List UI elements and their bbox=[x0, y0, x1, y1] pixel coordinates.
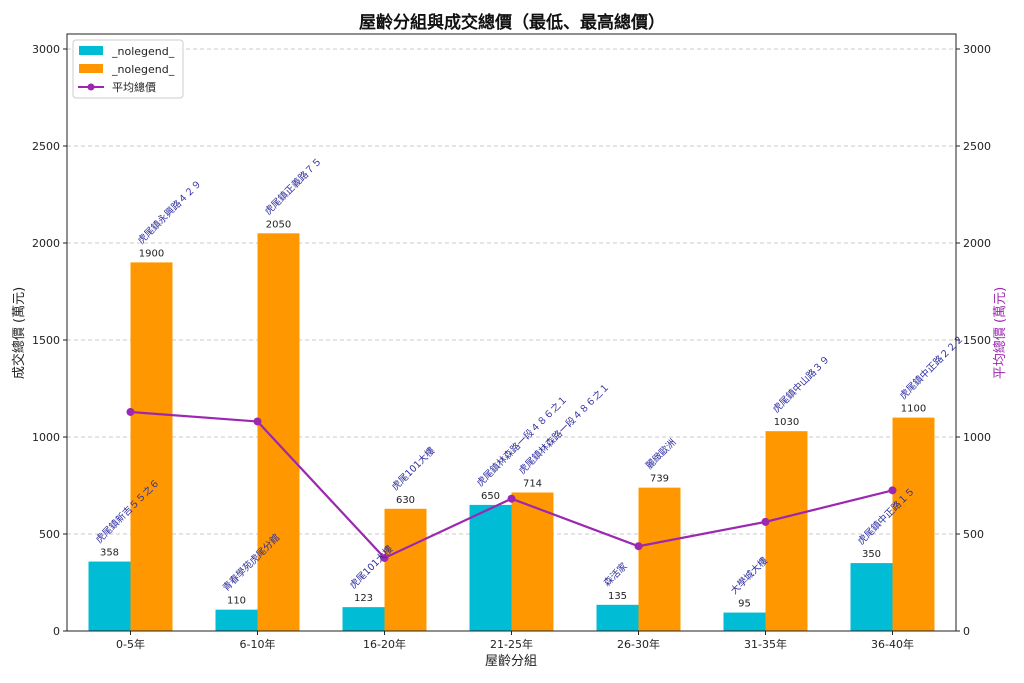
y-axis-right: 0 500 1000 1500 2000 2500 3000 bbox=[956, 43, 991, 638]
bar bbox=[723, 612, 766, 631]
bar bbox=[469, 504, 512, 631]
x-tick-label: 31-35年 bbox=[744, 637, 787, 651]
bar-annotation: 虎尾鎮中山路３９ bbox=[770, 353, 832, 415]
bar bbox=[88, 561, 131, 631]
x-tick-label: 6-10年 bbox=[240, 637, 276, 651]
legend-item-2: _nolegend_ bbox=[111, 63, 175, 76]
y-tick-right: 3000 bbox=[963, 43, 991, 56]
gridlines bbox=[67, 48, 956, 535]
bar-annotation: 森活家 bbox=[601, 560, 630, 589]
x-tick-label: 26-30年 bbox=[617, 637, 660, 651]
bar-annotation: 麗緻歐洲 bbox=[643, 436, 678, 471]
y-tick-right: 2500 bbox=[963, 140, 991, 153]
bar-value-label: 350 bbox=[862, 549, 881, 560]
x-tick-label: 0-5年 bbox=[116, 637, 145, 651]
bar bbox=[892, 417, 935, 631]
bar bbox=[511, 492, 554, 631]
bar-value-label: 135 bbox=[608, 591, 627, 602]
bar-annotation: 大學城大樓 bbox=[728, 554, 770, 596]
bar-value-label: 630 bbox=[396, 495, 415, 506]
line-marker bbox=[126, 407, 135, 416]
legend-swatch-cyan bbox=[79, 46, 103, 55]
bar-annotation: 虎尾鎮正義路７５ bbox=[262, 155, 324, 217]
line-marker bbox=[253, 417, 262, 426]
x-axis: 0-5年 6-10年 16-20年 21-25年 26-30年 31-35年 36-40年 bbox=[116, 631, 914, 651]
legend-swatch-orange bbox=[79, 64, 103, 73]
line-marker bbox=[380, 553, 389, 562]
bar-value-label: 95 bbox=[738, 599, 751, 610]
bar-value-label: 714 bbox=[523, 478, 542, 489]
bar bbox=[215, 609, 258, 631]
y-tick-right: 2000 bbox=[963, 237, 991, 250]
legend-item-3: 平均總價 bbox=[112, 80, 156, 94]
bar bbox=[257, 233, 300, 632]
bar bbox=[850, 563, 893, 631]
line-marker bbox=[888, 486, 897, 495]
bar-annotation: 虎尾101大樓 bbox=[389, 444, 438, 493]
x-tick-label: 16-20年 bbox=[363, 637, 406, 651]
bars bbox=[88, 233, 935, 632]
y-axis-label-right: 平均總價 (萬元) bbox=[992, 287, 1008, 379]
bar-value-label: 110 bbox=[227, 596, 246, 607]
y-tick-left: 0 bbox=[53, 625, 60, 638]
y-tick-right: 500 bbox=[963, 528, 984, 541]
bar-value-label: 739 bbox=[650, 474, 669, 485]
y-tick-left: 500 bbox=[39, 528, 60, 541]
y-tick-right: 0 bbox=[963, 625, 970, 638]
bar bbox=[765, 431, 808, 631]
x-tick-label: 36-40年 bbox=[871, 637, 914, 651]
bar-value-label: 1100 bbox=[901, 404, 926, 415]
average-line bbox=[126, 407, 897, 562]
bar bbox=[596, 604, 639, 631]
y-axis-left: 0 500 1000 1500 2000 2500 3000 bbox=[32, 43, 67, 638]
bar bbox=[342, 607, 385, 631]
chart-title: 屋齡分組與成交總價（最低、最高總價） bbox=[359, 13, 665, 33]
bar bbox=[638, 487, 681, 631]
legend: _nolegend_ _nolegend_ 平均總價 bbox=[72, 39, 184, 99]
bar-value-label: 650 bbox=[481, 491, 500, 502]
y-tick-right: 1000 bbox=[963, 431, 991, 444]
y-tick-left: 2000 bbox=[32, 237, 60, 250]
y-axis-label-left: 成交總價 (萬元) bbox=[11, 287, 27, 379]
y-tick-left: 2500 bbox=[32, 140, 60, 153]
bar bbox=[130, 262, 173, 631]
bar-value-label: 123 bbox=[354, 593, 373, 604]
bar-value-label: 1900 bbox=[139, 248, 164, 259]
x-axis-label: 屋齡分組 bbox=[485, 654, 537, 669]
legend-item-1: _nolegend_ bbox=[111, 45, 175, 58]
bar-value-label: 358 bbox=[100, 548, 119, 559]
line-marker bbox=[634, 542, 643, 551]
bar bbox=[384, 508, 427, 631]
line-marker bbox=[761, 517, 770, 526]
bar-annotation: 虎尾鎮永興路４２９ bbox=[135, 178, 204, 247]
y-tick-left: 1500 bbox=[32, 334, 60, 347]
y-tick-right: 1500 bbox=[963, 334, 991, 347]
y-tick-left: 3000 bbox=[32, 43, 60, 56]
bar-value-label: 1030 bbox=[774, 417, 799, 428]
x-tick-label: 21-25年 bbox=[490, 637, 533, 651]
line-marker bbox=[507, 494, 516, 503]
y-tick-left: 1000 bbox=[32, 431, 60, 444]
bar-value-label: 2050 bbox=[266, 219, 291, 230]
